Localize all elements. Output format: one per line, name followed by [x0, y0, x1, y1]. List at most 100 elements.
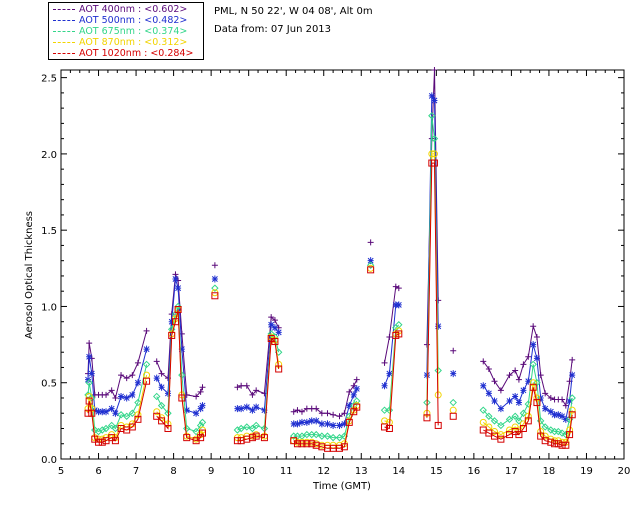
series-aot-870nm	[84, 150, 576, 449]
data-point	[330, 411, 337, 418]
data-point	[491, 378, 498, 385]
data-point	[346, 388, 353, 395]
data-point	[345, 418, 353, 426]
data-point	[479, 418, 487, 426]
series-line	[384, 333, 400, 430]
data-point	[108, 405, 115, 413]
x-tick-label: 13	[355, 466, 368, 477]
data-point	[168, 318, 175, 326]
data-point	[303, 430, 311, 439]
data-point	[568, 411, 576, 419]
data-point	[199, 429, 207, 437]
data-point	[515, 399, 522, 407]
data-point	[551, 411, 558, 419]
data-point	[324, 410, 331, 417]
data-point	[118, 392, 125, 400]
legend-label: AOT 400nm : <0.602>	[79, 4, 188, 15]
data-point	[175, 284, 182, 292]
data-point	[479, 426, 487, 434]
data-point	[335, 444, 343, 452]
data-point	[99, 408, 106, 416]
data-point	[554, 427, 563, 436]
data-point	[485, 365, 492, 372]
x-tick-label: 8	[170, 466, 176, 477]
data-point	[341, 410, 348, 417]
data-point	[303, 440, 311, 448]
data-point	[243, 423, 251, 431]
x-tick-label: 20	[618, 466, 631, 477]
data-point	[530, 341, 537, 349]
data-point	[568, 394, 576, 402]
x-tick-label: 5	[58, 466, 64, 477]
data-point	[330, 421, 337, 429]
data-point	[243, 382, 250, 389]
data-point	[293, 440, 301, 448]
data-point	[428, 150, 436, 158]
data-point	[323, 432, 332, 440]
data-point	[129, 372, 136, 379]
data-point	[524, 417, 532, 425]
data-point	[172, 275, 179, 283]
data-point	[261, 406, 268, 414]
x-tick-label: 7	[133, 466, 139, 477]
data-point	[178, 394, 186, 402]
data-point	[497, 387, 504, 394]
data-point	[183, 424, 191, 433]
data-point	[142, 360, 151, 369]
legend-item-675: AOT 675nm : <0.374>	[53, 26, 187, 37]
data-point	[193, 393, 200, 400]
data-point	[298, 408, 305, 415]
data-point	[178, 371, 186, 379]
y-axis-label: Aerosol Optical Thickness	[24, 211, 35, 339]
x-tick-label: 14	[392, 466, 405, 477]
data-point	[88, 370, 95, 378]
data-point	[157, 401, 166, 410]
data-point	[562, 441, 570, 449]
date-info: Data from: 07 Jun 2013	[214, 24, 332, 35]
data-point	[537, 394, 544, 402]
data-point	[520, 361, 527, 368]
data-point	[252, 432, 260, 440]
data-point	[128, 409, 137, 417]
data-point	[117, 411, 125, 419]
data-point	[395, 285, 402, 292]
data-point	[485, 412, 493, 420]
data-point	[253, 403, 260, 411]
data-point	[480, 382, 487, 390]
data-point	[234, 405, 241, 413]
series-line	[384, 285, 400, 363]
y-tick-label: 1.0	[41, 302, 57, 313]
data-point	[542, 405, 549, 413]
data-point	[123, 394, 130, 402]
data-point	[238, 382, 245, 389]
data-point	[562, 430, 570, 439]
series-line	[482, 326, 573, 408]
series-line	[237, 316, 280, 396]
data-point	[559, 412, 566, 420]
data-point	[562, 415, 569, 423]
data-point	[547, 394, 554, 401]
data-point	[243, 403, 250, 411]
data-point	[192, 427, 200, 436]
data-point	[450, 370, 457, 378]
data-point	[519, 409, 528, 417]
data-point	[367, 266, 375, 274]
data-point	[153, 392, 161, 401]
data-point	[529, 379, 537, 387]
data-point	[108, 387, 115, 394]
data-point	[386, 370, 393, 378]
data-point	[434, 421, 442, 429]
data-point	[367, 257, 374, 265]
data-point	[381, 359, 388, 366]
data-point	[525, 377, 532, 385]
data-point	[533, 354, 540, 362]
x-tick-label: 10	[242, 466, 255, 477]
data-point	[479, 406, 487, 414]
data-point	[143, 327, 150, 334]
data-point	[196, 421, 205, 430]
data-point	[367, 239, 374, 246]
data-point	[346, 402, 353, 410]
data-point	[386, 333, 393, 340]
data-point	[158, 383, 165, 391]
data-point	[385, 424, 393, 432]
